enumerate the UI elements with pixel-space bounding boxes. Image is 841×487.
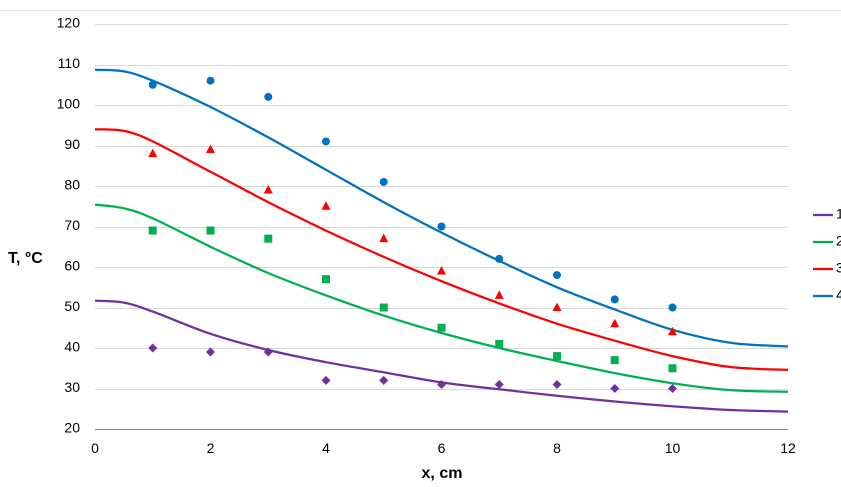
- series-2-point: [553, 352, 561, 361]
- series-4-point: [668, 303, 677, 312]
- series-1-point: [148, 343, 158, 353]
- y-tick-label: 80: [64, 177, 80, 193]
- series-4-point: [553, 271, 561, 280]
- series-4-point: [495, 254, 504, 263]
- legend-label-2: 2: [836, 233, 841, 249]
- series-1-point: [610, 384, 620, 393]
- y-tick-label: 110: [58, 55, 81, 71]
- series-3-point: [321, 201, 331, 210]
- x-tick-label: 8: [553, 440, 561, 456]
- series-2-point: [495, 339, 504, 348]
- series-1-point: [263, 347, 273, 357]
- series-3-point: [494, 290, 504, 299]
- series-1-point: [437, 379, 446, 389]
- series-3-point: [437, 266, 446, 275]
- series-1-point: [206, 347, 215, 357]
- series-4-point: [610, 295, 619, 304]
- series-2-point: [206, 226, 215, 235]
- y-tick-label: 60: [64, 258, 80, 274]
- legend-label-1: 1: [836, 206, 841, 222]
- series-2-curve: [94, 203, 789, 393]
- series-4-curve: [94, 68, 789, 348]
- series-4-point: [148, 80, 157, 89]
- series-2-point: [379, 303, 388, 312]
- series-1-point: [494, 379, 504, 389]
- x-axis-title: x, cm: [422, 465, 463, 482]
- series-2-point: [437, 323, 446, 332]
- series-4-point: [437, 222, 446, 231]
- series-4-point: [206, 76, 215, 85]
- y-tick-label: 120: [57, 15, 81, 31]
- x-tick-label: 2: [207, 440, 215, 456]
- x-tick-labels: 0 2 4 6 8 10 12: [91, 440, 796, 456]
- legend-label-3: 3: [836, 260, 841, 276]
- y-axis-title: T, °C: [8, 250, 43, 267]
- series-4-point: [322, 137, 330, 146]
- y-tick-label: 30: [64, 379, 80, 395]
- series-3-point: [668, 326, 677, 336]
- x-tick-label: 10: [665, 440, 681, 456]
- x-tick-label: 4: [322, 440, 330, 456]
- legend: 1 2 3 4: [813, 206, 841, 303]
- series-3-point: [552, 302, 562, 311]
- y-tick-label: 100: [57, 96, 81, 112]
- series-curves: [94, 68, 789, 413]
- series-1-point: [321, 375, 331, 385]
- series-1-curve: [94, 299, 789, 413]
- series-4-point: [264, 92, 273, 101]
- series-2-point: [322, 275, 330, 284]
- x-tick-label: 0: [91, 440, 99, 456]
- series-2-point: [148, 226, 157, 235]
- series-3-point: [148, 148, 158, 158]
- y-tick-label: 90: [64, 136, 80, 152]
- series-1-point: [379, 375, 389, 385]
- series-2-point: [668, 364, 677, 373]
- series-1-point: [552, 379, 562, 389]
- series-2-point: [610, 356, 619, 365]
- series-3-point: [263, 185, 273, 194]
- series-2-point: [264, 234, 273, 243]
- legend-label-4: 4: [836, 287, 841, 303]
- y-tick-label: 40: [64, 339, 80, 355]
- series-3-point: [206, 144, 215, 154]
- series-3-curve: [94, 128, 789, 372]
- series-3-point: [379, 233, 389, 243]
- series-4-point: [379, 177, 388, 186]
- y-tick-label: 50: [64, 298, 80, 314]
- y-tick-label: 20: [64, 420, 80, 436]
- x-tick-label: 6: [438, 440, 446, 456]
- y-tick-labels: 20 30 40 50 60 70 80 90 100 110 120: [57, 15, 81, 436]
- series-points: [148, 76, 677, 393]
- x-tick-label: 12: [780, 440, 796, 456]
- series-3-point: [610, 318, 620, 328]
- y-tick-label: 70: [64, 217, 80, 233]
- series-1-point: [668, 384, 677, 393]
